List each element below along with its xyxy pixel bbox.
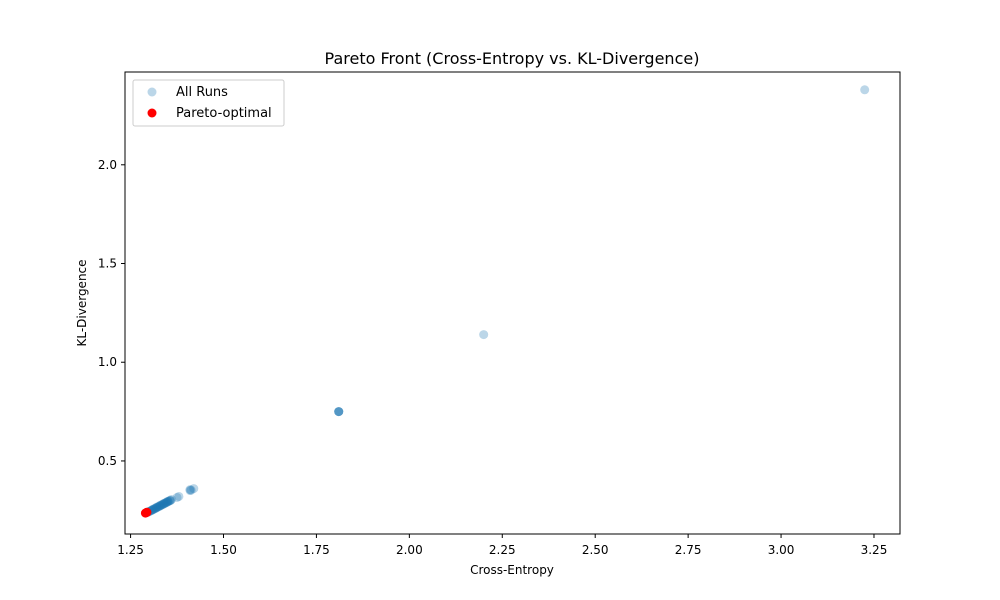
all-runs-point [152, 502, 162, 512]
all-runs-point [160, 498, 170, 508]
all-runs-point [334, 407, 344, 417]
all-runs-point [334, 407, 344, 417]
y-tick-label: 2.0 [98, 158, 117, 172]
all-runs-point [172, 492, 182, 502]
all-runs-point [153, 502, 163, 512]
all-runs-point [185, 486, 195, 496]
all-runs-point [157, 500, 167, 510]
scatter-marks [140, 85, 870, 518]
all-runs-point [174, 491, 184, 501]
all-runs-point [156, 500, 166, 510]
x-tick-label: 2.75 [675, 543, 702, 557]
x-tick-label: 3.00 [768, 543, 795, 557]
all-runs-point [159, 498, 169, 508]
x-tick-label: 2.50 [582, 543, 609, 557]
all-runs-point [155, 500, 165, 510]
all-runs-point [161, 497, 171, 507]
all-runs-point [860, 85, 870, 95]
all-runs-point [155, 501, 165, 511]
legend-label-pareto-optimal: Pareto-optimal [176, 106, 272, 121]
all-runs-point [166, 494, 176, 504]
legend: All Runs Pareto-optimal [132, 79, 285, 127]
y-tick-label: 0.5 [98, 454, 117, 468]
all-runs-point [154, 501, 164, 511]
all-runs-point [165, 496, 175, 506]
legend-box [132, 79, 285, 127]
all-runs-point [158, 499, 168, 509]
plot-frame [124, 71, 901, 535]
y-tick-label: 1.0 [98, 355, 117, 369]
all-runs-point [163, 496, 173, 506]
legend-label-all-runs: All Runs [176, 85, 228, 100]
all-runs-point [155, 501, 165, 511]
all-runs-point [151, 503, 161, 513]
x-tick-label: 1.25 [117, 543, 144, 557]
pareto-optimal-point [142, 507, 152, 517]
x-tick-label: 2.00 [396, 543, 423, 557]
x-tick-label: 2.25 [489, 543, 516, 557]
all-runs-point [479, 330, 489, 340]
y-tick-label: 1.5 [98, 257, 117, 271]
all-runs-point [166, 495, 176, 505]
x-axis-label: Cross-Entropy [470, 563, 554, 577]
all-runs-point [158, 499, 168, 509]
all-runs-point [189, 484, 199, 494]
x-axis-ticks: 1.25 1.50 1.75 2.00 2.25 2.50 2.75 3.00 3.25 [117, 534, 887, 557]
all-runs-point [152, 502, 162, 512]
x-tick-label: 3.25 [861, 543, 888, 557]
x-tick-label: 1.75 [303, 543, 330, 557]
all-runs-point [159, 499, 169, 509]
all-runs-point [150, 504, 160, 514]
legend-marker-all-runs [147, 87, 157, 97]
all-runs-point [150, 503, 160, 513]
all-runs-point [163, 497, 173, 507]
legend-marker-pareto-optimal [147, 108, 157, 118]
all-runs-point [334, 407, 344, 417]
chart-title: Pareto Front (Cross-Entropy vs. KL-Diver… [325, 49, 700, 68]
y-axis-ticks: 0.5 1.0 1.5 2.0 [98, 158, 125, 468]
all-runs-point [185, 485, 195, 495]
x-tick-label: 1.50 [210, 543, 237, 557]
all-runs-point [152, 503, 162, 513]
all-runs-point [161, 498, 171, 508]
y-axis-label: KL-Divergence [75, 259, 89, 346]
all-runs-point [163, 496, 173, 506]
all-runs-point [186, 485, 196, 495]
all-runs-point [334, 407, 344, 417]
all-runs-point [165, 495, 175, 505]
all-runs-point [162, 497, 172, 507]
